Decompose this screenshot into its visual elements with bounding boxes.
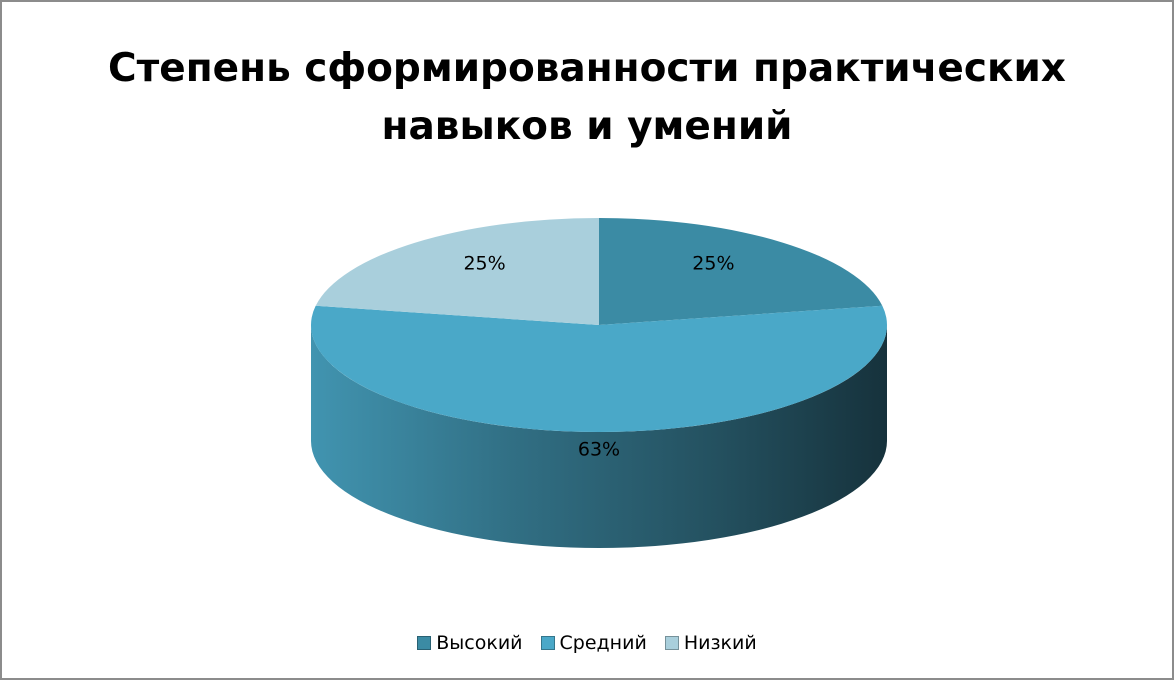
pie-side-1 [311,325,887,548]
chart-title: Степень сформированности практических на… [108,46,1066,149]
pie-slice-Высокий [599,218,883,325]
legend-label: Высокий [436,632,523,654]
legend-item-Высокий: Высокий [417,632,523,654]
legend-item-Низкий: Низкий [664,632,757,654]
legend: Высокий Средний Низкий [2,632,1172,655]
pie-slice-Низкий [315,218,599,325]
legend-swatch [540,636,555,650]
legend-swatch [664,636,679,650]
data-label-Средний: 63% [578,439,620,461]
legend-label: Средний [559,632,647,654]
legend-label: Низкий [683,632,757,654]
legend-swatch [417,636,432,650]
data-label-Высокий: 25% [692,253,734,275]
legend-item-Средний: Средний [540,632,647,654]
pie-slice-Средний [311,305,887,433]
pie-sides [311,325,887,548]
data-label-Низкий: 25% [463,253,505,275]
